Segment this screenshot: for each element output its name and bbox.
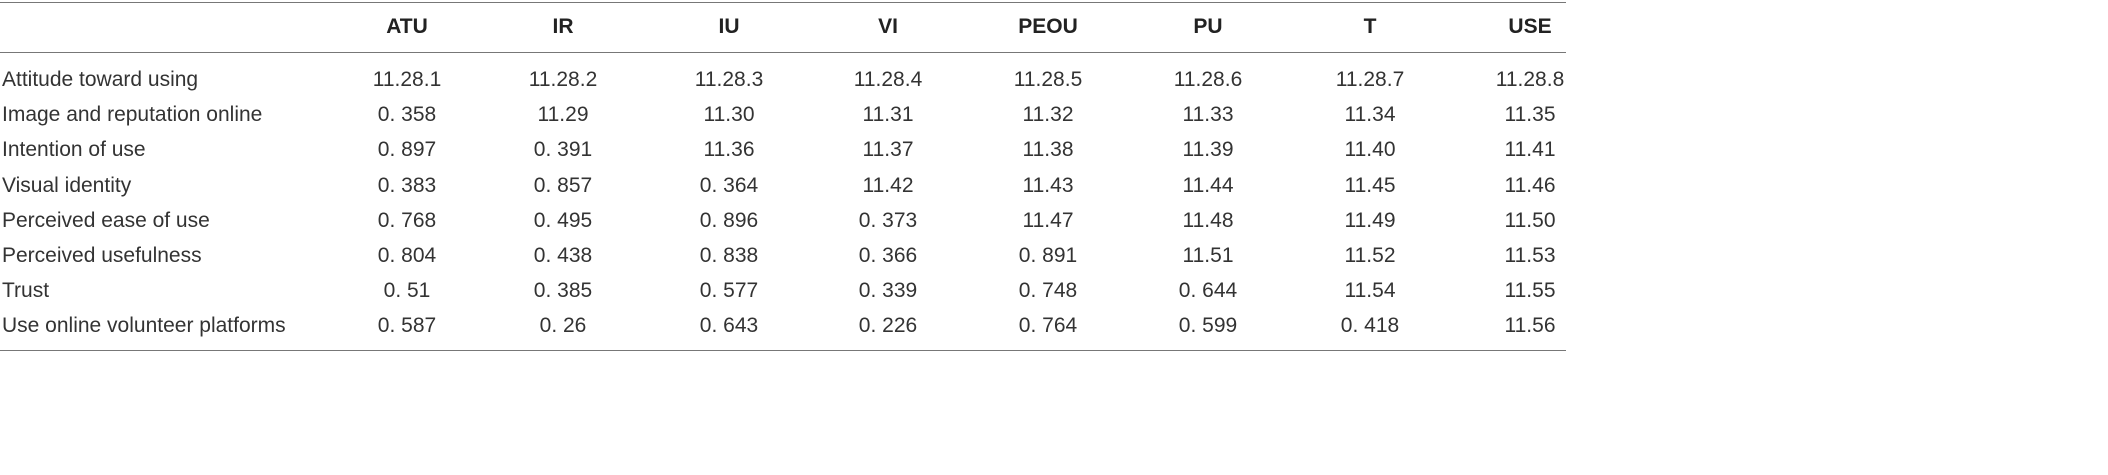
column-header: ATU xyxy=(386,15,428,38)
row-label: Intention of use xyxy=(2,138,146,162)
table-cell: 11.32 xyxy=(1022,103,1074,127)
table-cell: 11.50 xyxy=(1504,208,1556,232)
table-cell: 0. 383 xyxy=(377,173,437,197)
table-cell: 0. 764 xyxy=(1018,314,1078,338)
table-cell: 11.44 xyxy=(1182,173,1234,197)
table-cell: 0. 838 xyxy=(699,244,759,267)
column-header: T xyxy=(1363,15,1377,38)
table-cell: 11.48 xyxy=(1182,208,1234,232)
table-cell: 11.31 xyxy=(862,103,914,127)
table-cell: 0. 587 xyxy=(377,314,437,338)
table-cell: 11.54 xyxy=(1344,279,1396,303)
table-cell: 11.56 xyxy=(1504,314,1556,338)
table-cell: 11.30 xyxy=(703,103,755,127)
table-cell: 11.28.8 xyxy=(1495,68,1565,91)
row-label: Visual identity xyxy=(2,173,132,197)
table-cell: 0. 391 xyxy=(533,138,593,162)
table-cell: 0. 896 xyxy=(699,208,759,232)
table-cell: 0. 418 xyxy=(1340,314,1400,338)
table-cell: 0. 51 xyxy=(383,279,431,303)
column-header: PEOU xyxy=(1018,15,1078,38)
table-cell: 11.52 xyxy=(1344,244,1396,267)
row-label: Use online volunteer platforms xyxy=(2,314,286,338)
table-cell: 0. 748 xyxy=(1018,279,1078,303)
table-cell: 11.28.7 xyxy=(1335,68,1405,91)
column-header: IU xyxy=(718,15,740,38)
table-cell: 0. 26 xyxy=(539,314,587,338)
table-cell: 0. 897 xyxy=(377,138,437,162)
table-cell: 11.28.5 xyxy=(1013,68,1083,91)
table-cell: 11.38 xyxy=(1022,138,1074,162)
table-cell: 0. 226 xyxy=(858,314,918,338)
table-cell: 11.41 xyxy=(1504,138,1556,162)
table-cell: 0. 768 xyxy=(377,208,437,232)
table-cell: 11.29 xyxy=(537,103,589,127)
table-cell: 0. 339 xyxy=(858,279,918,303)
table-cell: 11.47 xyxy=(1022,208,1074,232)
table-cell: 11.35 xyxy=(1504,103,1556,127)
header-rule xyxy=(0,52,1566,53)
row-label: Trust xyxy=(2,279,50,303)
column-header: IR xyxy=(552,15,574,38)
table-cell: 11.42 xyxy=(862,173,914,197)
table-cell: 0. 577 xyxy=(699,279,759,303)
table-cell: 11.45 xyxy=(1344,173,1396,197)
table-cell: 11.28.2 xyxy=(528,68,598,91)
row-label: Attitude toward using xyxy=(2,68,199,91)
table-cell: 0. 438 xyxy=(533,244,593,267)
table-cell: 0. 643 xyxy=(699,314,759,338)
table-cell: 11.43 xyxy=(1022,173,1074,197)
table-cell: 0. 599 xyxy=(1178,314,1238,338)
top-rule xyxy=(0,2,1566,3)
bottom-rule xyxy=(0,350,1566,351)
table-cell: 11.49 xyxy=(1344,208,1396,232)
table-cell: 11.37 xyxy=(862,138,914,162)
table-cell: 0. 644 xyxy=(1178,279,1238,303)
table-cell: 11.51 xyxy=(1182,244,1234,267)
table-cell: 11.28.3 xyxy=(694,68,764,91)
table-cell: 0. 891 xyxy=(1018,244,1078,267)
table-cell: 11.36 xyxy=(703,138,755,162)
column-header: PU xyxy=(1193,15,1223,38)
table-cell: 11.55 xyxy=(1504,279,1556,303)
table-cell: 0. 385 xyxy=(533,279,593,303)
column-header: VI xyxy=(878,15,898,38)
table-cell: 0. 358 xyxy=(377,103,437,127)
table-cell: 11.39 xyxy=(1182,138,1234,162)
table-cell: 11.28.6 xyxy=(1173,68,1243,91)
table-cell: 11.46 xyxy=(1504,173,1556,197)
table-cell: 0. 804 xyxy=(377,244,437,267)
table-cell: 0. 495 xyxy=(533,208,593,232)
table-cell: 0. 857 xyxy=(533,173,593,197)
table-cell: 11.53 xyxy=(1504,244,1556,267)
table-cell: 11.28.4 xyxy=(853,68,923,91)
table-cell: 0. 373 xyxy=(858,208,918,232)
table-cell: 11.33 xyxy=(1182,103,1234,127)
column-header: USE xyxy=(1508,15,1552,38)
table-cell: 0. 364 xyxy=(699,173,759,197)
table-cell: 0. 366 xyxy=(858,244,918,267)
row-label: Image and reputation online xyxy=(2,103,263,127)
row-label: Perceived ease of use xyxy=(2,208,210,232)
table-cell: 11.40 xyxy=(1344,138,1396,162)
row-label: Perceived usefulness xyxy=(2,244,202,267)
table-cell: 11.34 xyxy=(1344,103,1396,127)
table-cell: 11.28.1 xyxy=(372,68,442,91)
